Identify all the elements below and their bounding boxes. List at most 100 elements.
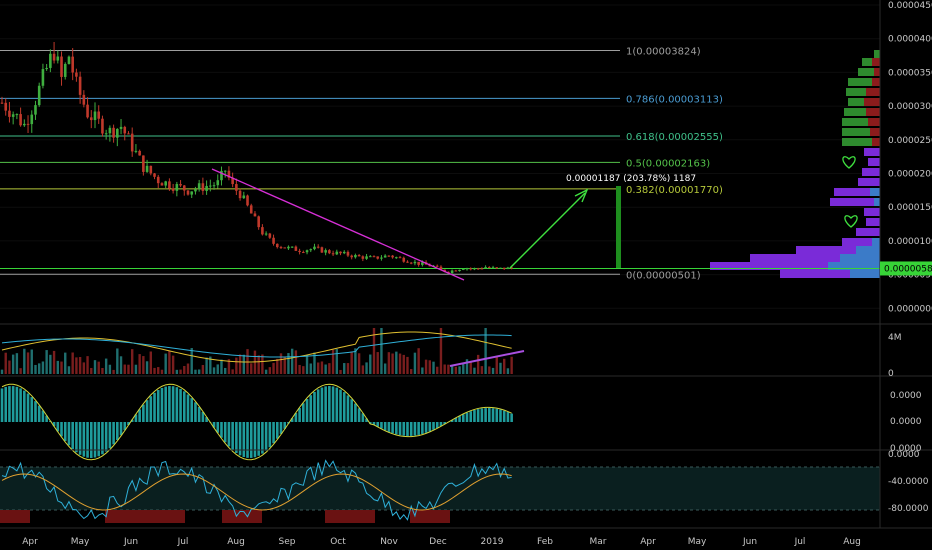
candle-body	[168, 181, 171, 189]
candle-body	[249, 205, 253, 214]
macd-histogram-bar	[15, 386, 19, 422]
macd-histogram-bar	[134, 414, 138, 422]
candle-body	[461, 269, 465, 271]
oversold-zone	[222, 510, 262, 523]
volume-bar	[149, 351, 152, 374]
candle-body	[71, 56, 74, 73]
macd-histogram-bar	[45, 415, 48, 422]
oversold-zone	[325, 510, 375, 523]
macd-histogram-bar	[510, 413, 513, 422]
candle-body	[153, 173, 156, 177]
candle-body	[302, 252, 305, 254]
time-tick-label: Jun	[742, 537, 757, 547]
candle-body	[145, 165, 149, 172]
macd-histogram-bar	[268, 422, 272, 448]
volume-bar	[0, 369, 4, 374]
candle-body	[361, 256, 365, 259]
volume-bar	[86, 356, 89, 374]
candle-body	[4, 102, 8, 111]
volume-bar	[432, 361, 435, 374]
macd-tick-label: 0.0000	[890, 444, 922, 454]
candle-body	[175, 184, 179, 191]
macd-histogram-bar	[421, 422, 424, 435]
profile-bar-up	[842, 138, 872, 146]
candle-body	[205, 185, 208, 191]
candle-body	[387, 255, 391, 257]
time-tick-label: Sep	[279, 537, 296, 547]
candle-body	[272, 237, 275, 244]
candle-body	[435, 265, 439, 267]
profile-bar	[830, 198, 874, 206]
price-axis[interactable]: 0.00004500 0.00004000 0.00003500 0.00003000…	[880, 1, 932, 514]
volume-bar	[90, 367, 93, 374]
candle-body	[45, 67, 48, 70]
price-tick-label: 0.00000000	[888, 304, 932, 314]
volume-bar	[410, 369, 413, 374]
macd-histogram-bar	[484, 408, 487, 422]
candle-body	[212, 185, 216, 187]
volume-bar	[428, 360, 431, 374]
time-axis[interactable]: Apr May Jun Jul Aug Sep Oct Nov Dec 2019 Feb Mar Apr…	[22, 537, 861, 547]
volume-bar	[175, 369, 179, 374]
candle-body	[93, 111, 97, 121]
rsi-signal-line	[1, 473, 512, 511]
macd-histogram-bar	[465, 412, 469, 422]
macd-histogram-bar	[34, 401, 37, 422]
current-price-badge	[880, 261, 932, 276]
macd-histogram-bar	[227, 422, 231, 447]
candle-body	[216, 180, 220, 186]
candle-body	[499, 267, 502, 269]
macd-histogram-bar	[52, 422, 56, 427]
volume-bar	[119, 356, 123, 374]
volume-bar	[346, 363, 350, 374]
candle-body	[34, 105, 37, 115]
volume-bar	[503, 358, 506, 374]
profile-bar	[858, 178, 880, 186]
macd-histogram-bar	[261, 422, 264, 454]
candle-body	[480, 268, 484, 270]
macd-histogram-bar	[398, 422, 402, 436]
profile-bar-poc	[850, 270, 880, 278]
candle-body	[186, 190, 190, 195]
candle-body	[450, 270, 454, 274]
volume-tick-label: 4M	[888, 333, 902, 343]
candle-body	[160, 183, 164, 186]
price-tick-label: 0.00003500	[888, 68, 932, 78]
candle-body	[134, 150, 138, 152]
profile-bar-up	[874, 50, 880, 58]
candle-body	[41, 69, 45, 86]
volume-bar	[8, 360, 11, 374]
volume-bar	[476, 354, 480, 374]
macd-histogram-bar	[502, 410, 506, 422]
volume-bar	[473, 367, 476, 374]
candle-body	[56, 56, 60, 61]
candle-body	[413, 261, 417, 264]
volume-bar	[491, 367, 495, 374]
candle-body	[279, 247, 283, 249]
macd-histogram-bar	[138, 409, 141, 422]
volume-bar	[305, 355, 309, 374]
volume-bar	[499, 362, 502, 374]
volume-bar	[212, 367, 216, 374]
volume-ma-slow	[1, 334, 512, 358]
volume-bar	[235, 357, 238, 374]
volume-bar	[11, 354, 15, 374]
volume-bar	[454, 366, 458, 374]
candle-body	[231, 177, 234, 185]
volume-bar	[376, 352, 379, 374]
volume-bar	[279, 353, 283, 374]
macd-histogram-bar	[495, 408, 499, 422]
volume-bar	[186, 363, 190, 374]
macd-histogram-bar	[156, 390, 160, 422]
macd-histogram-bar	[424, 422, 428, 433]
candle-body	[417, 261, 420, 265]
volume-bar	[458, 366, 461, 374]
drawings: 0.00001187 (203.78%) 1187	[211, 168, 696, 281]
candle-body	[253, 213, 257, 217]
macd-histogram-bar	[335, 387, 339, 422]
candle-body	[101, 118, 104, 134]
volume-bar	[183, 365, 186, 374]
fib-label: 0.382(0.00001770)	[626, 185, 723, 196]
candle-body	[476, 268, 480, 270]
